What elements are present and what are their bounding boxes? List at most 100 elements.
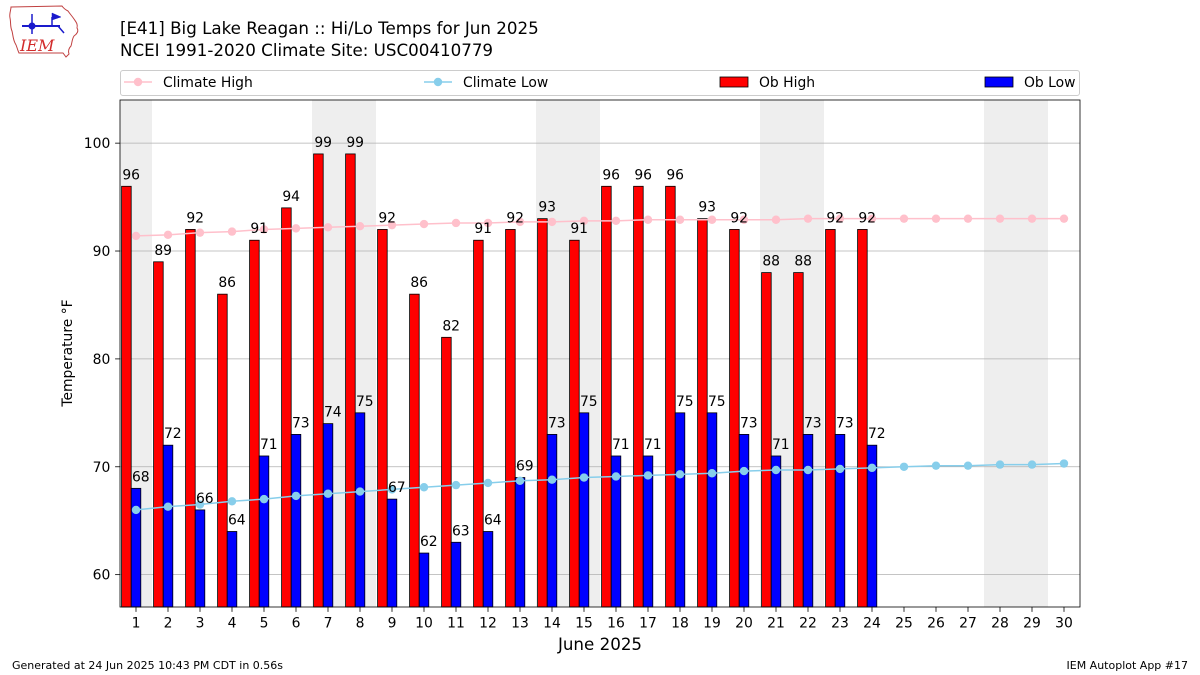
ob-low-bar xyxy=(322,423,334,608)
legend-label: Climate High xyxy=(163,75,253,91)
ob-low-bar xyxy=(226,531,238,608)
legend-item-ob-high: Ob High xyxy=(719,75,815,91)
climate-high-marker xyxy=(515,217,525,227)
ob-low-bar xyxy=(802,434,814,608)
ob-low-value-label: 73 xyxy=(548,415,566,431)
x-tick-label: 23 xyxy=(831,616,849,632)
ob-high-value-label: 88 xyxy=(794,254,812,270)
ob-high-value-label: 96 xyxy=(602,167,620,183)
x-tick-label: 15 xyxy=(575,616,593,632)
weather-station-icon xyxy=(22,12,65,34)
climate-high-marker xyxy=(227,227,237,236)
climate-high-marker xyxy=(419,219,429,229)
climate-low-marker xyxy=(931,461,941,470)
ob-low-bar xyxy=(162,444,174,608)
ob-high-bar xyxy=(121,185,132,608)
iem-logo: IEM xyxy=(9,5,79,58)
ob-high-value-label: 92 xyxy=(506,210,524,226)
ob-low-value-label: 75 xyxy=(580,394,598,410)
climate-high-marker xyxy=(995,214,1005,223)
ob-low-value-label: 69 xyxy=(516,459,534,475)
ob-high-value-label: 96 xyxy=(666,167,684,183)
climate-low-marker xyxy=(195,500,205,509)
ob-low-bar xyxy=(738,434,750,608)
ob-high-value-label: 92 xyxy=(186,210,204,226)
climate-high-marker xyxy=(643,215,653,224)
app-credit: IEM Autoplot App #17 xyxy=(1067,659,1189,672)
ob-low-value-label: 72 xyxy=(868,426,886,442)
climate-low-marker xyxy=(355,487,365,496)
x-tick-label: 17 xyxy=(639,616,657,632)
ob-low-value-label: 75 xyxy=(356,394,374,410)
climate-high-marker xyxy=(355,222,365,231)
ob-high-bar xyxy=(217,293,228,608)
ob-high-bar xyxy=(601,185,612,608)
climate-low-marker xyxy=(387,485,397,494)
axes-frame xyxy=(119,99,1081,608)
climate-high-marker xyxy=(931,214,941,223)
ob-low-bar xyxy=(418,552,430,608)
ob-low-bar xyxy=(258,455,270,608)
x-tick-label: 11 xyxy=(447,616,465,632)
ob-high-bar xyxy=(825,229,836,608)
ob-high-bar xyxy=(281,207,292,608)
ob-high-value-label: 99 xyxy=(314,135,332,151)
legend: Climate High Climate Low Ob High Ob Low xyxy=(120,70,1080,96)
climate-high-marker xyxy=(579,216,589,226)
climate-high-marker xyxy=(803,214,813,223)
ob-low-bar xyxy=(386,498,398,608)
climate-high-marker xyxy=(1027,214,1037,223)
climate-low-marker xyxy=(771,465,781,475)
ob-high-bar xyxy=(633,185,644,608)
climate-high-marker xyxy=(707,215,717,224)
ob-low-bar xyxy=(546,434,558,608)
climate-low-line xyxy=(135,462,1065,511)
ob-low-value-label: 73 xyxy=(292,415,310,431)
climate-high-marker xyxy=(483,218,493,228)
logo-text: IEM xyxy=(19,36,55,55)
y-tick-label: 100 xyxy=(84,136,111,152)
ob-low-bar xyxy=(674,412,686,608)
x-tick-label: 24 xyxy=(863,616,881,632)
climate-high-marker xyxy=(739,215,749,224)
ob-low-value-label: 71 xyxy=(772,437,790,453)
x-axis: 1 2 3 4 5 6 7 8 9 10 11 12 13 14 15 16 17 18 19 20 21 22 23 24 2… xyxy=(132,607,1073,632)
climate-high-marker xyxy=(963,214,973,223)
x-tick-label: 22 xyxy=(799,616,817,632)
climate-low-marker xyxy=(579,473,589,482)
ob-low-value-label: 71 xyxy=(260,437,278,453)
chart-subtitle: NCEI 1991-2020 Climate Site: USC00410779 xyxy=(120,40,493,60)
y-tick-label: 60 xyxy=(93,568,111,584)
climate-high-marker xyxy=(163,230,173,240)
ob-low-bar xyxy=(482,531,494,608)
ob-low-value-label: 73 xyxy=(836,415,854,431)
ob-low-value-label: 63 xyxy=(452,523,470,539)
ob-high-value-label: 99 xyxy=(346,135,364,151)
ob-high-bar xyxy=(697,218,708,608)
ob-low-bar xyxy=(194,509,206,608)
climate-high-marker xyxy=(291,224,301,233)
ob-high-value-label: 93 xyxy=(698,200,716,216)
ob-high-value-label: 86 xyxy=(218,275,236,291)
x-tick-label: 13 xyxy=(511,616,529,632)
climate-high-marker xyxy=(1059,214,1069,223)
ob-low-value-label: 68 xyxy=(132,469,150,485)
ob-high-bar xyxy=(473,239,484,608)
ob-low-value-label: 73 xyxy=(804,415,822,431)
climate-low-marker xyxy=(803,465,813,475)
legend-item-climate-high: Climate High xyxy=(124,75,253,91)
legend-label: Climate Low xyxy=(463,75,548,91)
ob-high-value-label: 92 xyxy=(730,210,748,226)
ob-high-bar xyxy=(569,239,580,608)
climate-low-marker xyxy=(483,478,493,488)
ob-low-value-label: 71 xyxy=(612,437,630,453)
ob-high-bar xyxy=(761,272,772,608)
legend-label: Ob Low xyxy=(1024,75,1076,91)
x-tick-label: 9 xyxy=(388,616,397,632)
x-tick-label: 30 xyxy=(1055,616,1073,632)
generated-timestamp: Generated at 24 Jun 2025 10:43 PM CDT in… xyxy=(12,659,283,672)
x-axis-label: June 2025 xyxy=(557,634,642,654)
ob-high-value-label: 91 xyxy=(474,221,492,237)
